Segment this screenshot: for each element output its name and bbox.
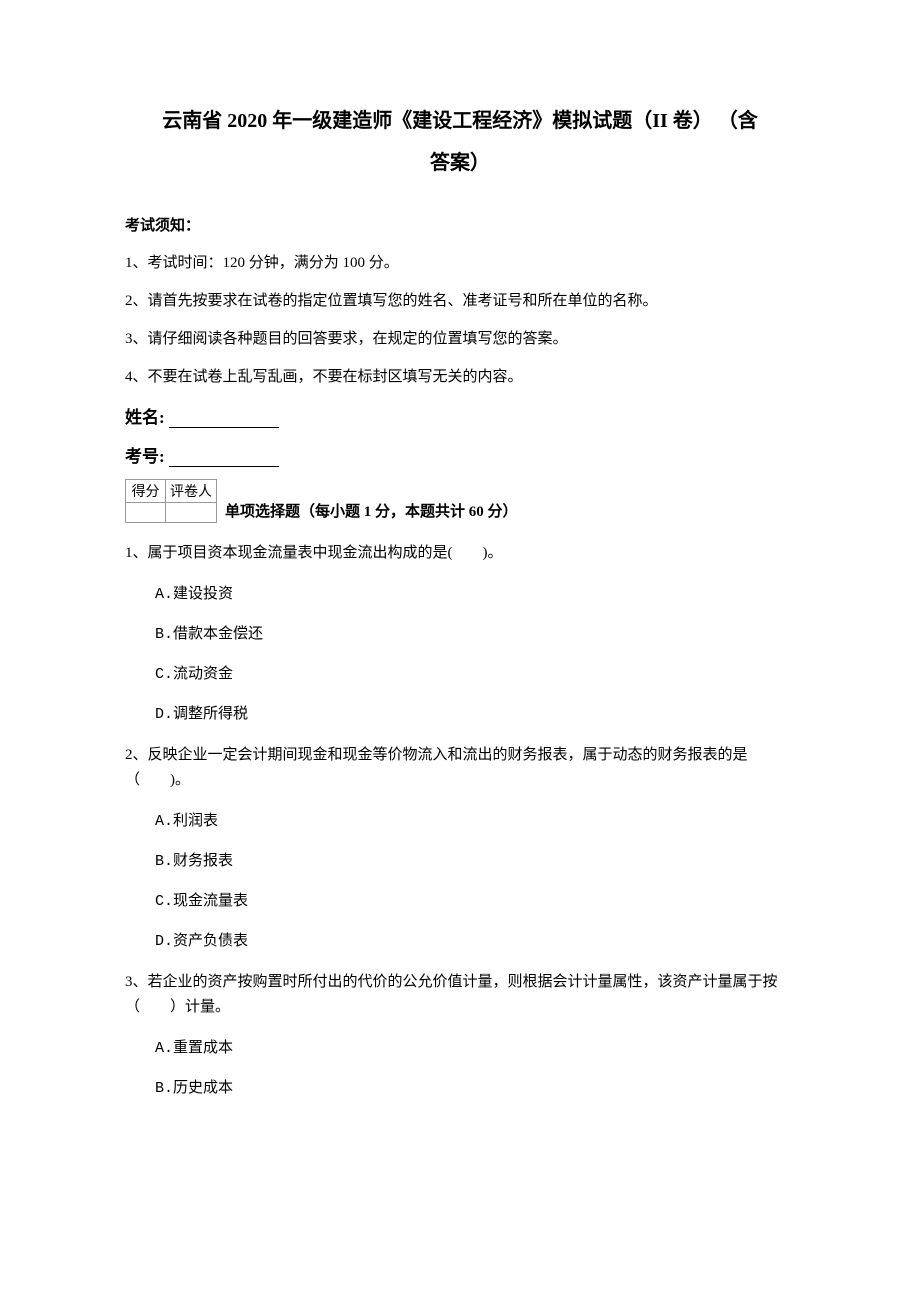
question-option: B.历史成本	[155, 1077, 795, 1101]
document-title: 云南省 2020 年一级建造师《建设工程经济》模拟试题（II 卷） （含 答案）	[125, 100, 795, 184]
id-label: 考号:	[125, 442, 165, 467]
score-header-grader: 评卷人	[166, 480, 217, 503]
id-field-row: 考号:	[125, 442, 795, 467]
section-title: 单项选择题（每小题 1 分，本题共计 60 分）	[225, 500, 518, 523]
notice-item: 3、请仔细阅读各种题目的回答要求，在规定的位置填写您的答案。	[125, 327, 795, 351]
name-label: 姓名:	[125, 403, 165, 428]
name-field-row: 姓名:	[125, 403, 795, 428]
notice-item: 4、不要在试卷上乱写乱画，不要在标封区填写无关的内容。	[125, 365, 795, 389]
score-cell-score	[126, 503, 166, 523]
question-option: A.重置成本	[155, 1037, 795, 1061]
title-line-1: 云南省 2020 年一级建造师《建设工程经济》模拟试题（II 卷） （含	[125, 100, 795, 142]
id-blank	[169, 447, 279, 467]
notice-header: 考试须知：	[125, 214, 795, 235]
question-stem: 2、反映企业一定会计期间现金和现金等价物流入和流出的财务报表，属于动态的财务报表…	[125, 743, 795, 794]
score-header-score: 得分	[126, 480, 166, 503]
question-option: A.利润表	[155, 810, 795, 834]
notice-item: 2、请首先按要求在试卷的指定位置填写您的姓名、准考证号和所在单位的名称。	[125, 289, 795, 313]
score-cell-grader	[166, 503, 217, 523]
question-option: C.现金流量表	[155, 890, 795, 914]
section-header-row: 得分 评卷人 单项选择题（每小题 1 分，本题共计 60 分）	[125, 479, 795, 523]
question-option: D.调整所得税	[155, 703, 795, 727]
score-table: 得分 评卷人	[125, 479, 217, 523]
title-line-2: 答案）	[125, 142, 795, 184]
question-option: B.借款本金偿还	[155, 623, 795, 647]
question-option: A.建设投资	[155, 583, 795, 607]
question-option: B.财务报表	[155, 850, 795, 874]
question-stem: 3、若企业的资产按购置时所付出的代价的公允价值计量，则根据会计计量属性，该资产计…	[125, 970, 795, 1021]
question-option: C.流动资金	[155, 663, 795, 687]
question-stem: 1、属于项目资本现金流量表中现金流出构成的是( )。	[125, 541, 795, 567]
notice-item: 1、考试时间：120 分钟，满分为 100 分。	[125, 251, 795, 275]
name-blank	[169, 408, 279, 428]
question-option: D.资产负债表	[155, 930, 795, 954]
